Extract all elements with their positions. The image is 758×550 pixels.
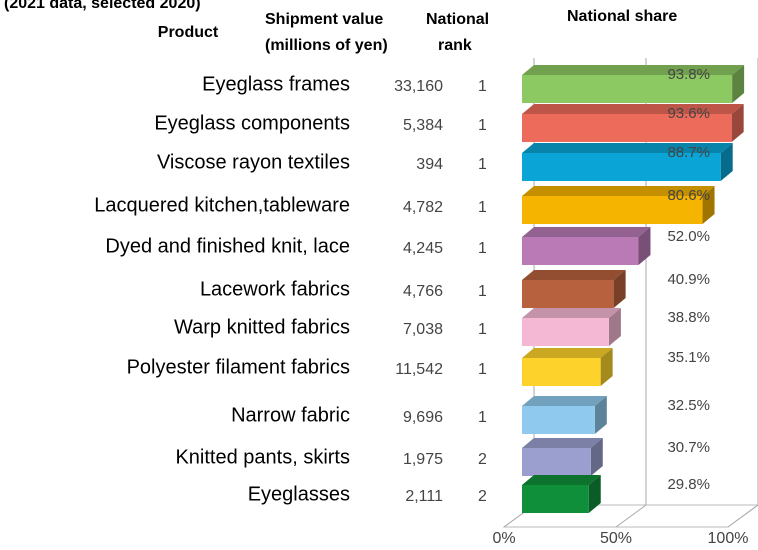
product-label: Knitted pants, skirts — [175, 446, 350, 468]
shipment-value: 5,384 — [403, 117, 443, 134]
data-label: 35.1% — [667, 349, 710, 366]
bar — [522, 448, 591, 476]
product-label: Dyed and finished knit, lace — [105, 235, 350, 257]
product-label: Lacework fabrics — [200, 278, 350, 300]
product-label: Polyester filament fabrics — [127, 356, 350, 378]
shipment-value: 7,038 — [403, 321, 443, 338]
header-rank: National — [426, 11, 489, 28]
bar-side — [588, 475, 601, 513]
bar-side — [600, 348, 613, 386]
bar — [522, 485, 589, 513]
bar-side — [731, 104, 744, 142]
shipment-value: 2,111 — [405, 488, 443, 505]
rank-value: 1 — [478, 78, 487, 95]
shipment-value: 4,766 — [403, 283, 443, 300]
product-label: Eyeglasses — [248, 483, 350, 505]
bar — [522, 237, 639, 265]
bar-side — [594, 396, 607, 434]
header-shipment: Shipment value — [265, 11, 383, 28]
data-label: 32.5% — [667, 397, 710, 414]
bar-top — [522, 65, 745, 75]
bar-side — [608, 308, 621, 346]
rank-value: 2 — [478, 488, 487, 505]
header-share: National share — [567, 8, 677, 25]
shipment-value: 4,782 — [403, 199, 443, 216]
data-label: 80.6% — [667, 187, 710, 204]
rank-value: 1 — [478, 361, 487, 378]
bar — [522, 406, 595, 434]
bar-top — [522, 227, 651, 237]
bar — [522, 358, 601, 386]
chart-title: (2021 data, selected 2020) — [4, 0, 201, 12]
bar-side — [590, 438, 603, 476]
bar — [522, 318, 609, 346]
shipment-value: 4,245 — [403, 240, 443, 257]
data-label: 93.6% — [667, 105, 710, 122]
x-tick-label: 50% — [600, 530, 632, 547]
bar — [522, 196, 703, 224]
rank-value: 2 — [478, 451, 487, 468]
bar — [522, 114, 732, 142]
bar — [522, 153, 721, 181]
rank-value: 1 — [478, 240, 487, 257]
product-label: Warp knitted fabrics — [174, 316, 350, 338]
product-label: Lacquered kitchen,tableware — [94, 194, 350, 216]
bar-top — [522, 396, 607, 406]
shipment-value: 33,160 — [394, 78, 443, 95]
bar — [522, 280, 614, 308]
product-label: Viscose rayon textiles — [157, 151, 350, 173]
x-tick-label: 100% — [708, 530, 749, 547]
data-label: 30.7% — [667, 439, 710, 456]
bar-side — [720, 143, 733, 181]
shipment-value: 9,696 — [403, 409, 443, 426]
data-label: 29.8% — [667, 476, 710, 493]
rank-value: 1 — [478, 409, 487, 426]
data-label: 40.9% — [667, 271, 710, 288]
bar-top — [522, 104, 744, 114]
bar-side — [638, 227, 651, 265]
bar-top — [522, 308, 621, 318]
product-label: Eyeglass frames — [202, 73, 350, 95]
data-label: 38.8% — [667, 309, 710, 326]
bar-top — [522, 348, 613, 358]
header-rank: rank — [438, 37, 472, 54]
rank-value: 1 — [478, 117, 487, 134]
bar-side — [732, 65, 745, 103]
bar-side — [702, 186, 715, 224]
data-label: 52.0% — [667, 228, 710, 245]
bar-side — [613, 270, 626, 308]
product-label: Eyeglass components — [154, 112, 350, 134]
rank-value: 1 — [478, 283, 487, 300]
grid-line — [727, 58, 758, 528]
shipment-value: 394 — [416, 156, 443, 173]
header-product: Product — [158, 24, 219, 41]
data-label: 93.8% — [667, 66, 710, 83]
bar-top — [522, 438, 603, 448]
data-label: 88.7% — [667, 144, 710, 161]
rank-value: 1 — [478, 321, 487, 338]
product-label: Narrow fabric — [231, 404, 350, 426]
bar — [522, 75, 733, 103]
rank-cover — [486, 58, 516, 513]
shipment-value: 11,542 — [395, 361, 443, 378]
header-shipment: (millions of yen) — [265, 37, 388, 54]
bar-top — [522, 186, 715, 196]
rank-value: 1 — [478, 199, 487, 216]
bar-top — [522, 475, 601, 485]
bar-top — [522, 143, 733, 153]
shipment-value: 1,975 — [403, 451, 443, 468]
rank-value: 1 — [478, 156, 487, 173]
bar-top — [522, 270, 626, 280]
x-tick-label: 0% — [492, 530, 515, 547]
